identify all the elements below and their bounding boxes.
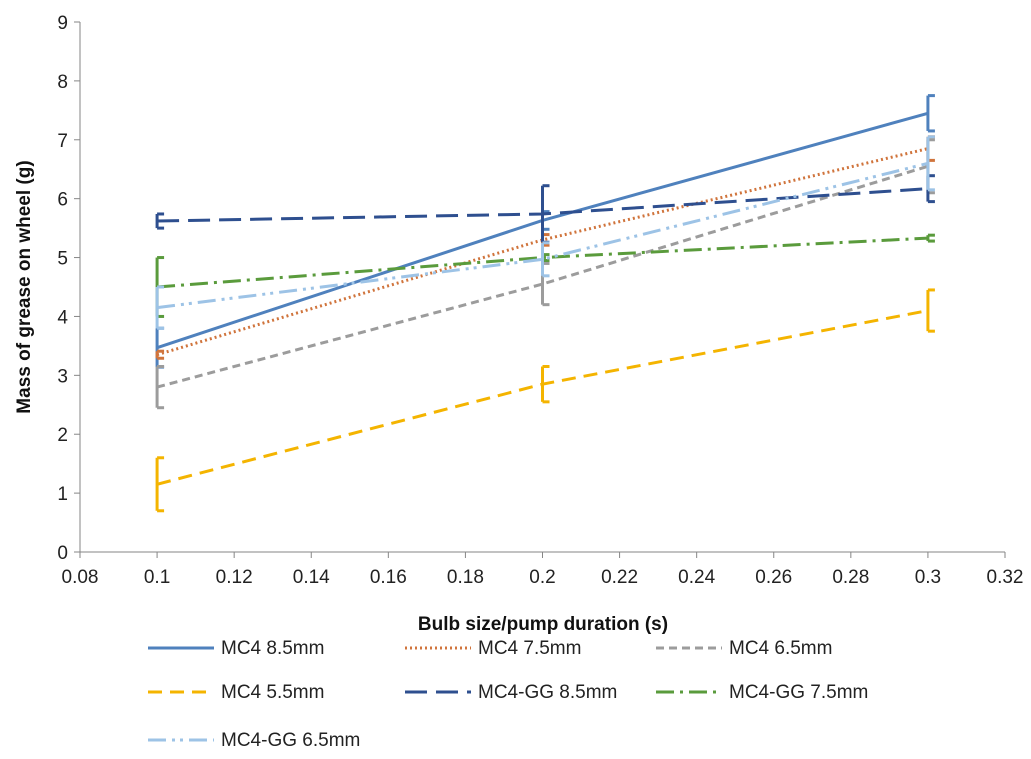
y-tick-label: 3 xyxy=(57,366,68,387)
legend-label: MC4 6.5mm xyxy=(729,638,832,659)
series-6 xyxy=(155,135,935,330)
y-tick-label: 7 xyxy=(57,131,68,152)
legend-item: MC4-GG 7.5mm xyxy=(656,682,868,703)
x-tick-label: 0.1 xyxy=(144,567,170,588)
x-tick-label: 0.26 xyxy=(755,567,792,588)
legend-label: MC4 8.5mm xyxy=(221,638,324,659)
y-tick-label: 1 xyxy=(57,484,68,505)
series-line xyxy=(156,309,929,486)
series-line xyxy=(157,187,929,223)
series-0 xyxy=(155,94,935,369)
x-tick-label: 0.14 xyxy=(293,567,330,588)
legend-item: MC4 5.5mm xyxy=(148,682,324,703)
x-tick-label: 0.32 xyxy=(987,567,1024,588)
x-tick-label: 0.3 xyxy=(915,567,941,588)
y-axis-title: Mass of grease on wheel (g) xyxy=(14,160,35,413)
x-tick-label: 0.12 xyxy=(216,567,253,588)
series-line xyxy=(156,161,929,310)
y-tick-label: 2 xyxy=(57,425,68,446)
x-tick-label: 0.28 xyxy=(832,567,869,588)
legend-label: MC4 7.5mm xyxy=(478,638,581,659)
legend-label: MC4 5.5mm xyxy=(221,682,324,703)
legend-item: MC4 8.5mm xyxy=(148,638,324,659)
x-tick-label: 0.08 xyxy=(62,567,99,588)
y-tick-label: 4 xyxy=(57,307,68,328)
series-1 xyxy=(155,135,935,360)
series-line xyxy=(156,147,929,357)
y-tick-label: 9 xyxy=(57,13,68,34)
x-axis: 0.08 0.1 0.12 0.14 0.16 0.18 0.2 0.22 0.24 0.26 0.… xyxy=(62,551,1024,588)
y-tick-label: 0 xyxy=(57,543,68,564)
legend-item: MC4 7.5mm xyxy=(405,638,581,659)
series-line xyxy=(156,164,929,389)
legend-item: MC4-GG 8.5mm xyxy=(405,682,617,703)
legend-label: MC4-GG 8.5mm xyxy=(478,682,617,703)
series-3 xyxy=(155,288,935,513)
y-axis: 0 1 2 3 4 5 6 7 8 9 xyxy=(57,13,81,564)
y-tick-label: 6 xyxy=(57,190,68,211)
x-tick-label: 0.22 xyxy=(601,567,638,588)
legend: MC4 8.5mm MC4 7.5mm MC4 6.5mm MC4 5.5mm MC4-… xyxy=(148,638,868,751)
series-line xyxy=(156,236,928,289)
series-4 xyxy=(155,174,935,244)
legend-item: MC4-GG 6.5mm xyxy=(148,730,360,751)
legend-label: MC4-GG 6.5mm xyxy=(221,730,360,751)
x-tick-label: 0.2 xyxy=(529,567,555,588)
legend-label: MC4-GG 7.5mm xyxy=(729,682,868,703)
x-tick-label: 0.16 xyxy=(370,567,407,588)
y-tick-label: 8 xyxy=(57,72,68,93)
legend-item: MC4 6.5mm xyxy=(656,638,832,659)
x-tick-label: 0.24 xyxy=(678,567,715,588)
y-tick-label: 5 xyxy=(57,249,68,270)
series-group xyxy=(155,94,935,513)
x-tick-label: 0.18 xyxy=(447,567,484,588)
x-axis-title: Bulb size/pump duration (s) xyxy=(418,614,668,635)
